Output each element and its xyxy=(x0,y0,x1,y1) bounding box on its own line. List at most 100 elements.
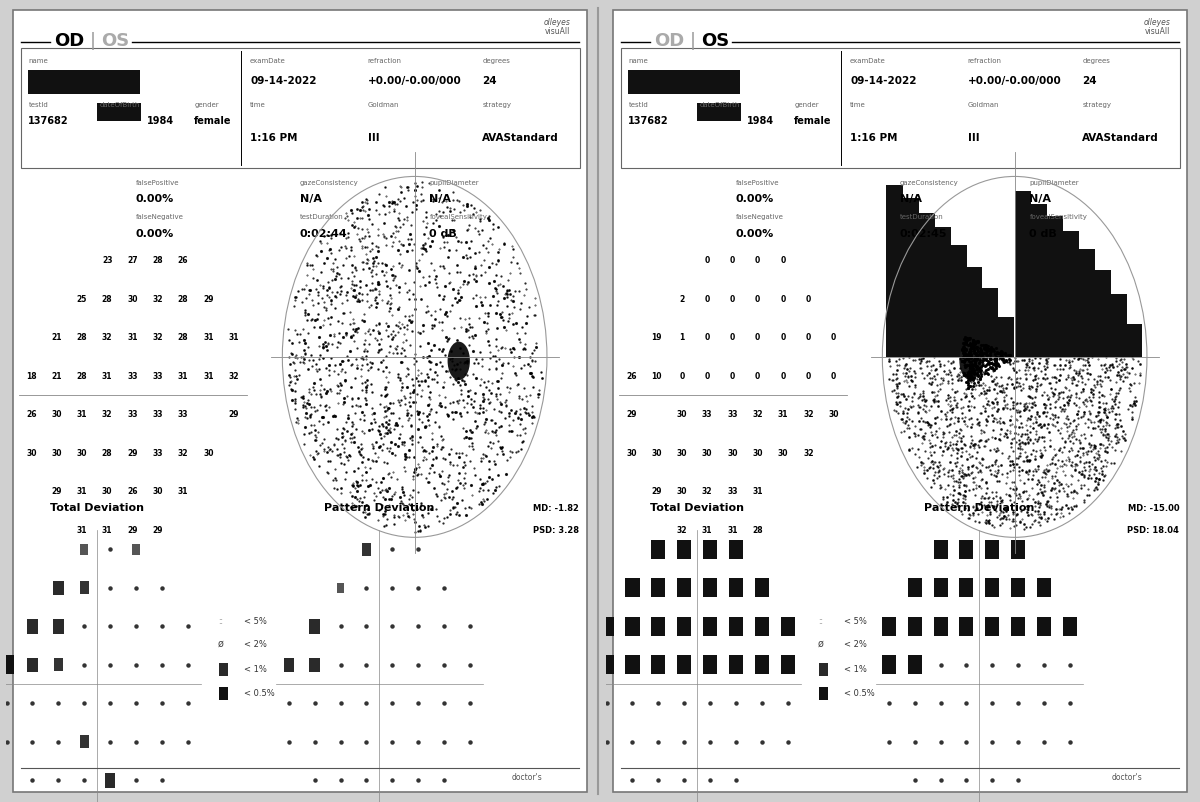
Bar xyxy=(985,617,1000,636)
Bar xyxy=(728,540,743,559)
Text: +0.00/-0.00/000: +0.00/-0.00/000 xyxy=(367,76,461,86)
Bar xyxy=(1012,578,1025,597)
Bar xyxy=(818,663,828,676)
Text: 29: 29 xyxy=(127,525,138,535)
Text: 32: 32 xyxy=(102,410,113,419)
Text: 33: 33 xyxy=(178,410,188,419)
Text: 0: 0 xyxy=(755,294,761,304)
Text: 29: 29 xyxy=(203,294,214,304)
Bar xyxy=(1110,294,1127,357)
Text: 30: 30 xyxy=(727,448,738,458)
Text: 1: 1 xyxy=(679,333,684,342)
Bar xyxy=(755,655,769,674)
Text: < 2%: < 2% xyxy=(844,639,868,649)
Text: 30: 30 xyxy=(828,410,839,419)
Bar xyxy=(907,617,922,636)
Text: 29: 29 xyxy=(52,487,62,496)
Text: 30: 30 xyxy=(102,487,113,496)
Text: 31: 31 xyxy=(127,333,138,342)
Ellipse shape xyxy=(959,342,982,380)
Text: 29: 29 xyxy=(127,448,138,458)
Bar xyxy=(1078,249,1094,357)
Text: 137682: 137682 xyxy=(29,116,68,126)
Text: 0:02:45: 0:02:45 xyxy=(900,229,948,238)
Bar xyxy=(703,540,718,559)
Text: 31: 31 xyxy=(178,487,188,496)
Text: ø: ø xyxy=(817,639,823,649)
Text: AVAStandard: AVAStandard xyxy=(1082,133,1159,143)
Text: name: name xyxy=(629,58,648,63)
Text: < 0.5%: < 0.5% xyxy=(844,689,875,699)
Text: 30: 30 xyxy=(52,410,62,419)
Text: 1:16 PM: 1:16 PM xyxy=(250,133,298,143)
Text: 33: 33 xyxy=(127,371,138,381)
Text: name: name xyxy=(29,58,48,63)
Bar xyxy=(997,317,1014,357)
Text: 32: 32 xyxy=(803,410,814,419)
Text: 28: 28 xyxy=(102,448,113,458)
Text: 29: 29 xyxy=(228,410,239,419)
Bar xyxy=(985,540,1000,559)
Text: pupilDiameter: pupilDiameter xyxy=(1030,180,1079,185)
Text: fovealSensitivity: fovealSensitivity xyxy=(1030,214,1087,220)
Text: 1984: 1984 xyxy=(748,116,774,126)
Bar xyxy=(1037,578,1051,597)
Text: 0: 0 xyxy=(679,371,684,381)
Bar xyxy=(310,658,320,672)
Text: 28: 28 xyxy=(178,333,188,342)
Text: 09-14-2022: 09-14-2022 xyxy=(850,76,917,86)
Text: 0 dB: 0 dB xyxy=(1030,229,1057,238)
Bar xyxy=(966,266,983,357)
Text: 0.00%: 0.00% xyxy=(736,229,774,238)
Text: 30: 30 xyxy=(203,448,214,458)
Text: gazeConsistency: gazeConsistency xyxy=(300,180,359,185)
Text: refraction: refraction xyxy=(367,58,402,63)
Text: 0: 0 xyxy=(704,333,709,342)
Text: 31: 31 xyxy=(102,525,113,535)
Ellipse shape xyxy=(448,342,470,380)
Text: OD: OD xyxy=(654,32,684,50)
Text: strategy: strategy xyxy=(482,102,511,107)
Text: MD: -15.00: MD: -15.00 xyxy=(1128,504,1180,513)
Text: dateOfBirth: dateOfBirth xyxy=(700,102,740,107)
Text: falseNegative: falseNegative xyxy=(736,214,784,220)
Text: +0.00/-0.00/000: +0.00/-0.00/000 xyxy=(967,76,1061,86)
Text: 21: 21 xyxy=(52,333,62,342)
Bar xyxy=(907,578,922,597)
Bar xyxy=(1062,231,1079,357)
Text: ::: :: xyxy=(817,617,823,626)
Text: testDuration: testDuration xyxy=(900,214,943,220)
Text: 30: 30 xyxy=(677,410,688,419)
Bar xyxy=(697,103,742,121)
Bar xyxy=(625,617,640,636)
Text: 33: 33 xyxy=(727,487,738,496)
Text: 29: 29 xyxy=(626,410,636,419)
Bar xyxy=(1012,617,1025,636)
Bar xyxy=(1031,204,1048,357)
Text: 28: 28 xyxy=(77,333,88,342)
Text: time: time xyxy=(250,102,265,107)
Text: PSD: 18.04: PSD: 18.04 xyxy=(1128,526,1180,535)
Text: PSD: 3.28: PSD: 3.28 xyxy=(533,526,580,535)
Text: 30: 30 xyxy=(752,448,763,458)
Text: 30: 30 xyxy=(127,294,138,304)
Text: 30: 30 xyxy=(677,448,688,458)
Bar xyxy=(781,655,794,674)
Text: 0.00%: 0.00% xyxy=(136,194,174,204)
Bar xyxy=(625,655,640,674)
Text: 26: 26 xyxy=(26,410,36,419)
Text: OD: OD xyxy=(54,32,84,50)
Text: 31: 31 xyxy=(77,525,88,535)
Bar xyxy=(887,185,902,357)
Text: Goldman: Goldman xyxy=(367,102,400,107)
Text: < 0.5%: < 0.5% xyxy=(244,689,275,699)
Text: 30: 30 xyxy=(52,448,62,458)
Text: 30: 30 xyxy=(652,448,662,458)
Text: 0: 0 xyxy=(780,371,786,381)
Bar xyxy=(79,581,89,594)
Text: 30: 30 xyxy=(778,448,788,458)
Text: 0:02:44: 0:02:44 xyxy=(300,229,348,238)
Bar xyxy=(1012,540,1025,559)
Text: ::: :: xyxy=(217,617,223,626)
Text: Pattern Deviation: Pattern Deviation xyxy=(924,504,1034,513)
